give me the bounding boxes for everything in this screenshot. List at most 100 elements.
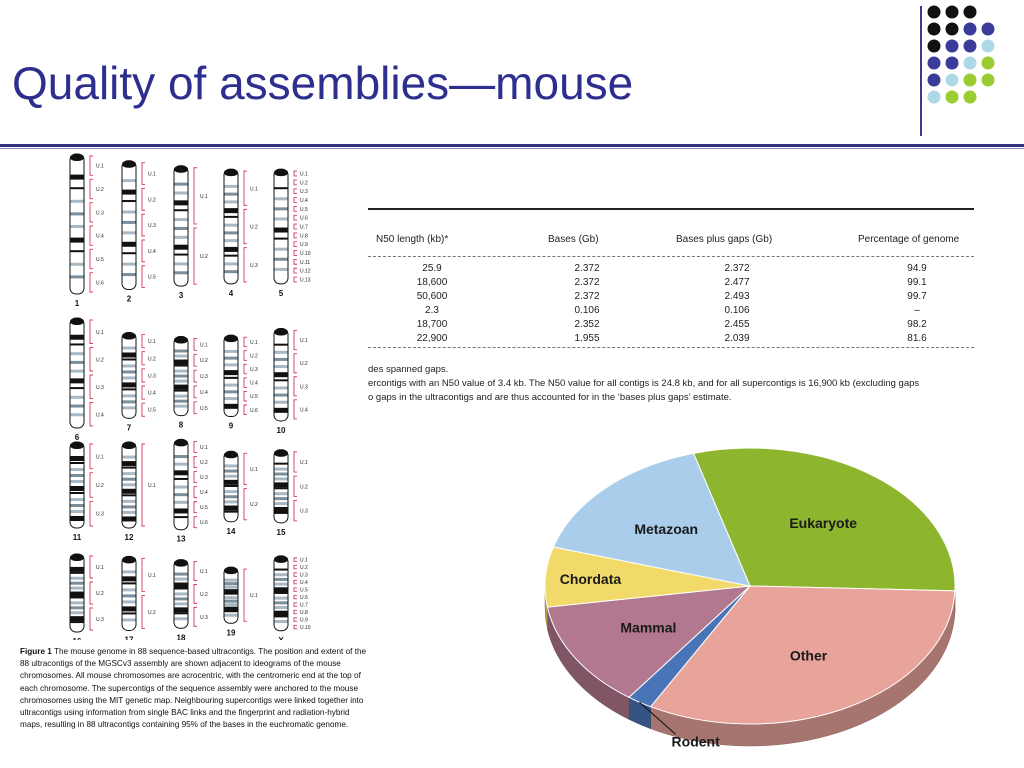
ultracontig-label: U.6 — [300, 595, 308, 601]
chromosome-band — [70, 498, 84, 501]
chromosome-band — [174, 500, 188, 504]
chromosome-band — [70, 334, 84, 340]
chromosome-band — [224, 192, 238, 196]
chromosome-10: 10 U.1 U.2 U.3 U.4 — [273, 328, 308, 435]
ultracontig-bracket — [193, 606, 197, 627]
ultracontig-bracket — [141, 594, 145, 629]
table-cell: 99.1 — [907, 277, 927, 288]
chromosome-band — [274, 365, 288, 369]
decor-dot — [945, 73, 959, 87]
chromosome-band — [274, 357, 288, 361]
chromosome-8: 8 U.1 U.2 U.3 U.4 U.5 — [173, 335, 208, 430]
chromosome-band — [274, 207, 288, 211]
ultracontig-label: U.1 — [250, 340, 258, 346]
decor-dot — [981, 56, 995, 70]
table-cell: 1.955 — [574, 333, 600, 344]
pie-leader-line — [639, 701, 676, 735]
centromere-cap — [70, 442, 84, 449]
ultracontig-label: U.1 — [96, 330, 104, 336]
ultracontig-bracket — [141, 443, 145, 527]
chromosome-band — [224, 464, 238, 468]
ultracontig-label: U.2 — [300, 565, 308, 571]
chromosome-band — [274, 587, 288, 593]
ultracontig-bracket — [141, 213, 145, 237]
ultracontig-bracket — [293, 564, 297, 570]
ultracontig-bracket — [243, 452, 247, 485]
chromosome-band — [224, 370, 238, 376]
ultracontig-label: U.2 — [200, 460, 208, 466]
ultracontig-bracket — [89, 155, 93, 176]
ultracontig-label: U.1 — [300, 460, 308, 466]
chromosome-band — [122, 364, 136, 368]
ultracontig-label: U.7 — [300, 225, 308, 231]
chromosome-body — [69, 317, 85, 429]
chromosome-5: 5 U.1 U.2 U.3 U.4 U.5 U.6 U.7 U.8 U.9 U.10 U.11 U.12… — [273, 168, 311, 298]
ultracontig-label: U.2 — [148, 356, 156, 362]
chromosome-band — [224, 270, 238, 274]
chromosome-band — [224, 262, 238, 266]
ultracontig-bracket — [193, 501, 197, 514]
chromosome-band — [70, 369, 84, 373]
ultracontig-label: U.10 — [300, 625, 311, 631]
chromosome-band — [274, 379, 288, 382]
chromosome-band — [224, 215, 238, 218]
ultracontig-label: U.2 — [300, 484, 308, 490]
ultracontig-bracket — [89, 347, 93, 372]
chromosome-band — [122, 382, 136, 388]
ultracontig-bracket — [141, 385, 145, 400]
chromosome-band — [174, 399, 188, 403]
pie-label-metazoan: Metazoan — [634, 521, 698, 537]
ultracontig-label: U.12 — [300, 269, 311, 275]
chromosome-band — [224, 479, 238, 485]
chromosome-band — [122, 346, 136, 350]
decor-dot — [963, 22, 977, 36]
chromosome-band — [70, 621, 84, 624]
chromosome-label: 10 — [277, 426, 286, 435]
table-cell: 22,900 — [416, 333, 448, 344]
chromosome-band — [122, 273, 136, 277]
ultracontig-label: U.5 — [148, 408, 156, 414]
chromosome-15: 15 U.1 U.2 U.3 — [273, 449, 308, 537]
chromosome-band — [122, 477, 136, 481]
ultracontig-label: U.1 — [300, 172, 308, 178]
table-cell: 81.6 — [907, 333, 927, 344]
chromosome-band — [174, 218, 188, 222]
ultracontig-label: U.1 — [250, 467, 258, 473]
ultracontig-label: U.3 — [200, 615, 208, 621]
ultracontig-bracket — [141, 265, 145, 288]
ultracontig-label: U.2 — [96, 357, 104, 363]
chromosome-band — [224, 585, 238, 589]
chromosome-label: 17 — [125, 635, 134, 640]
chromosome-band — [224, 231, 238, 235]
ultracontig-label: U.4 — [300, 407, 308, 413]
decor-dot — [963, 90, 977, 104]
chromosome-band — [174, 200, 188, 206]
table-cell: 25.9 — [422, 263, 442, 274]
chromosome-16: 16 U.1 U.2 U.3 — [69, 553, 104, 640]
chromosome-band — [174, 516, 188, 519]
chromosome-band — [122, 582, 136, 585]
chromosome-band — [274, 472, 288, 476]
ultracontig-label: U.6 — [96, 280, 104, 286]
pie-slice-metazoan — [552, 452, 751, 587]
chromosome-band — [174, 485, 188, 489]
chromosome-band — [174, 359, 188, 365]
ultracontig-label: U.5 — [148, 275, 156, 281]
ultracontig-bracket — [243, 377, 247, 388]
ultracontig-label: U.3 — [96, 385, 104, 391]
chromosome-band — [174, 191, 188, 195]
ultracontig-label: U.2 — [300, 361, 308, 367]
ultracontig-bracket — [193, 584, 197, 604]
chromosome-band — [224, 603, 238, 607]
ultracontig-bracket — [141, 334, 145, 349]
ultracontig-bracket — [89, 225, 93, 246]
chromosome-band — [174, 354, 188, 358]
chromosome-band — [70, 601, 84, 605]
chromosome-body — [273, 168, 289, 285]
ultracontig-label: U.2 — [148, 197, 156, 203]
chromosome-band — [274, 187, 288, 190]
centromere-cap — [224, 567, 238, 575]
ultracontig-label: U.2 — [96, 591, 104, 597]
chromosome-band — [70, 199, 84, 203]
col-header-percentage: Percentage of genome — [858, 234, 960, 245]
